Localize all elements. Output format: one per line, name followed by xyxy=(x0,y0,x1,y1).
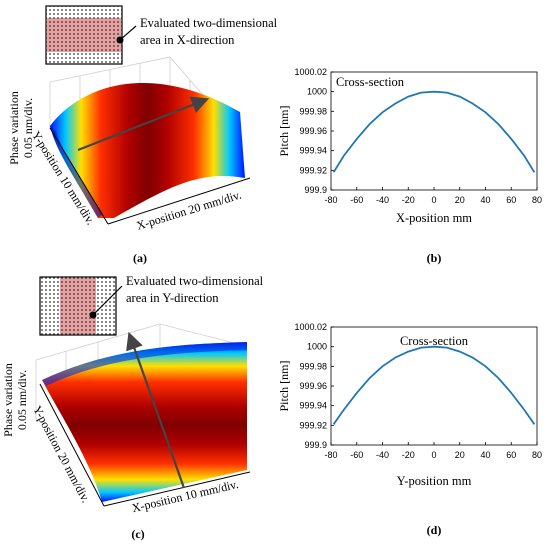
y-tick-label: 999.96 xyxy=(299,381,327,391)
x-axis-a xyxy=(107,177,251,225)
x-tick-label: -40 xyxy=(376,195,389,205)
panel-label-b: (b) xyxy=(427,251,442,265)
x-axis-label-b: X-position mm xyxy=(396,211,472,225)
inset-callout-line xyxy=(92,285,123,316)
y-tick-label: 999.94 xyxy=(299,146,327,156)
x-tick-label: 0 xyxy=(431,195,436,205)
y-tick-label: 999.92 xyxy=(299,420,327,430)
x-tick-label: 60 xyxy=(506,195,516,205)
surface-a-edge xyxy=(50,126,103,218)
x-tick-label: 20 xyxy=(455,450,465,460)
panel-label-c: (c) xyxy=(131,527,144,541)
z-label-c-2: 0.05 nm/div. xyxy=(15,370,29,430)
direction-arrow-a xyxy=(77,96,210,152)
chart-title-d: Cross-section xyxy=(400,334,469,348)
inset-callout-line2: area in X-direction xyxy=(140,33,235,47)
x-tick-label: 80 xyxy=(532,450,542,460)
y-tick-label: 999.94 xyxy=(299,401,327,411)
x-tick-label: -20 xyxy=(402,450,415,460)
surface-c xyxy=(42,342,247,502)
y-tick-label: 1000.02 xyxy=(294,322,327,332)
y-axis-c xyxy=(39,383,105,507)
inset-a: Evaluated two-dimensional area in X-dire… xyxy=(45,5,278,65)
series-line-d xyxy=(332,345,536,425)
series-line-b xyxy=(332,90,536,173)
chart-b: -80 -60 -40 -20 0 20 40 60 80 999.9 999.92 999.94 99… xyxy=(277,67,542,265)
x-axis-label-d: Y-position mm xyxy=(397,474,472,488)
x-tick-label: -80 xyxy=(324,450,337,460)
y-axis-label-d: Pitch [nm] xyxy=(277,361,291,412)
y-tick-label: 999.96 xyxy=(299,126,327,136)
y-axis-label-b: Pitch [nm] xyxy=(277,106,291,157)
x-tick-label: -40 xyxy=(376,450,389,460)
y-tick-label: 999.92 xyxy=(299,165,327,175)
panel-a: Evaluated two-dimensional area in X-dire… xyxy=(7,5,278,265)
panel-label-a: (a) xyxy=(133,251,147,265)
z-label-a-1: Phase variation xyxy=(7,91,21,165)
inset-callout-line xyxy=(119,25,137,41)
inset-callout-line1: Evaluated two-dimensional xyxy=(140,16,278,30)
x-tick-label: -80 xyxy=(324,195,337,205)
y-tick-label: 1000 xyxy=(307,87,327,97)
y-tick-label: 1000 xyxy=(307,342,327,352)
chart-title-b: Cross-section xyxy=(336,75,405,89)
surface-a xyxy=(50,82,245,218)
y-tick-label: 999.98 xyxy=(299,106,327,116)
surface-c-edge xyxy=(42,342,247,386)
y-tick-label: 1000.02 xyxy=(294,67,327,77)
x-tick-label: -20 xyxy=(402,195,415,205)
y-tick-label: 999.9 xyxy=(304,440,327,450)
y-tick-label: 999.9 xyxy=(304,185,327,195)
direction-arrow-c xyxy=(126,331,186,489)
inset-c: Evaluated two-dimensional area in Y-dire… xyxy=(39,274,264,336)
x-axis-c xyxy=(103,471,251,507)
x-tick-label: -60 xyxy=(350,195,363,205)
inset-callout-line1: Evaluated two-dimensional xyxy=(126,274,264,288)
x-tick-label: -60 xyxy=(350,450,363,460)
panel-label-d: (d) xyxy=(427,523,442,537)
x-tick-label: 0 xyxy=(431,450,436,460)
chart-d: -80 -60 -40 -20 0 20 40 60 80 999.9 999.92 999.94 99… xyxy=(277,322,542,537)
inset-band xyxy=(60,278,96,334)
y-tick-label: 999.98 xyxy=(299,361,327,371)
x-tick-label: 80 xyxy=(532,195,542,205)
x-tick-label: 40 xyxy=(480,195,490,205)
inset-band xyxy=(47,18,121,52)
x-tick-label: 20 xyxy=(455,195,465,205)
plot-area-b xyxy=(330,71,538,191)
z-label-a-2: 0.05 nm/div. xyxy=(21,98,35,158)
x-tick-label: 60 xyxy=(506,450,516,460)
x-tick-label: 40 xyxy=(480,450,490,460)
z-label-c-1: Phase variation xyxy=(1,363,15,437)
y-axis-a xyxy=(49,127,109,225)
panel-c: Evaluated two-dimensional area in Y-dire… xyxy=(1,274,264,541)
inset-callout-line2: area in Y-direction xyxy=(126,291,219,305)
